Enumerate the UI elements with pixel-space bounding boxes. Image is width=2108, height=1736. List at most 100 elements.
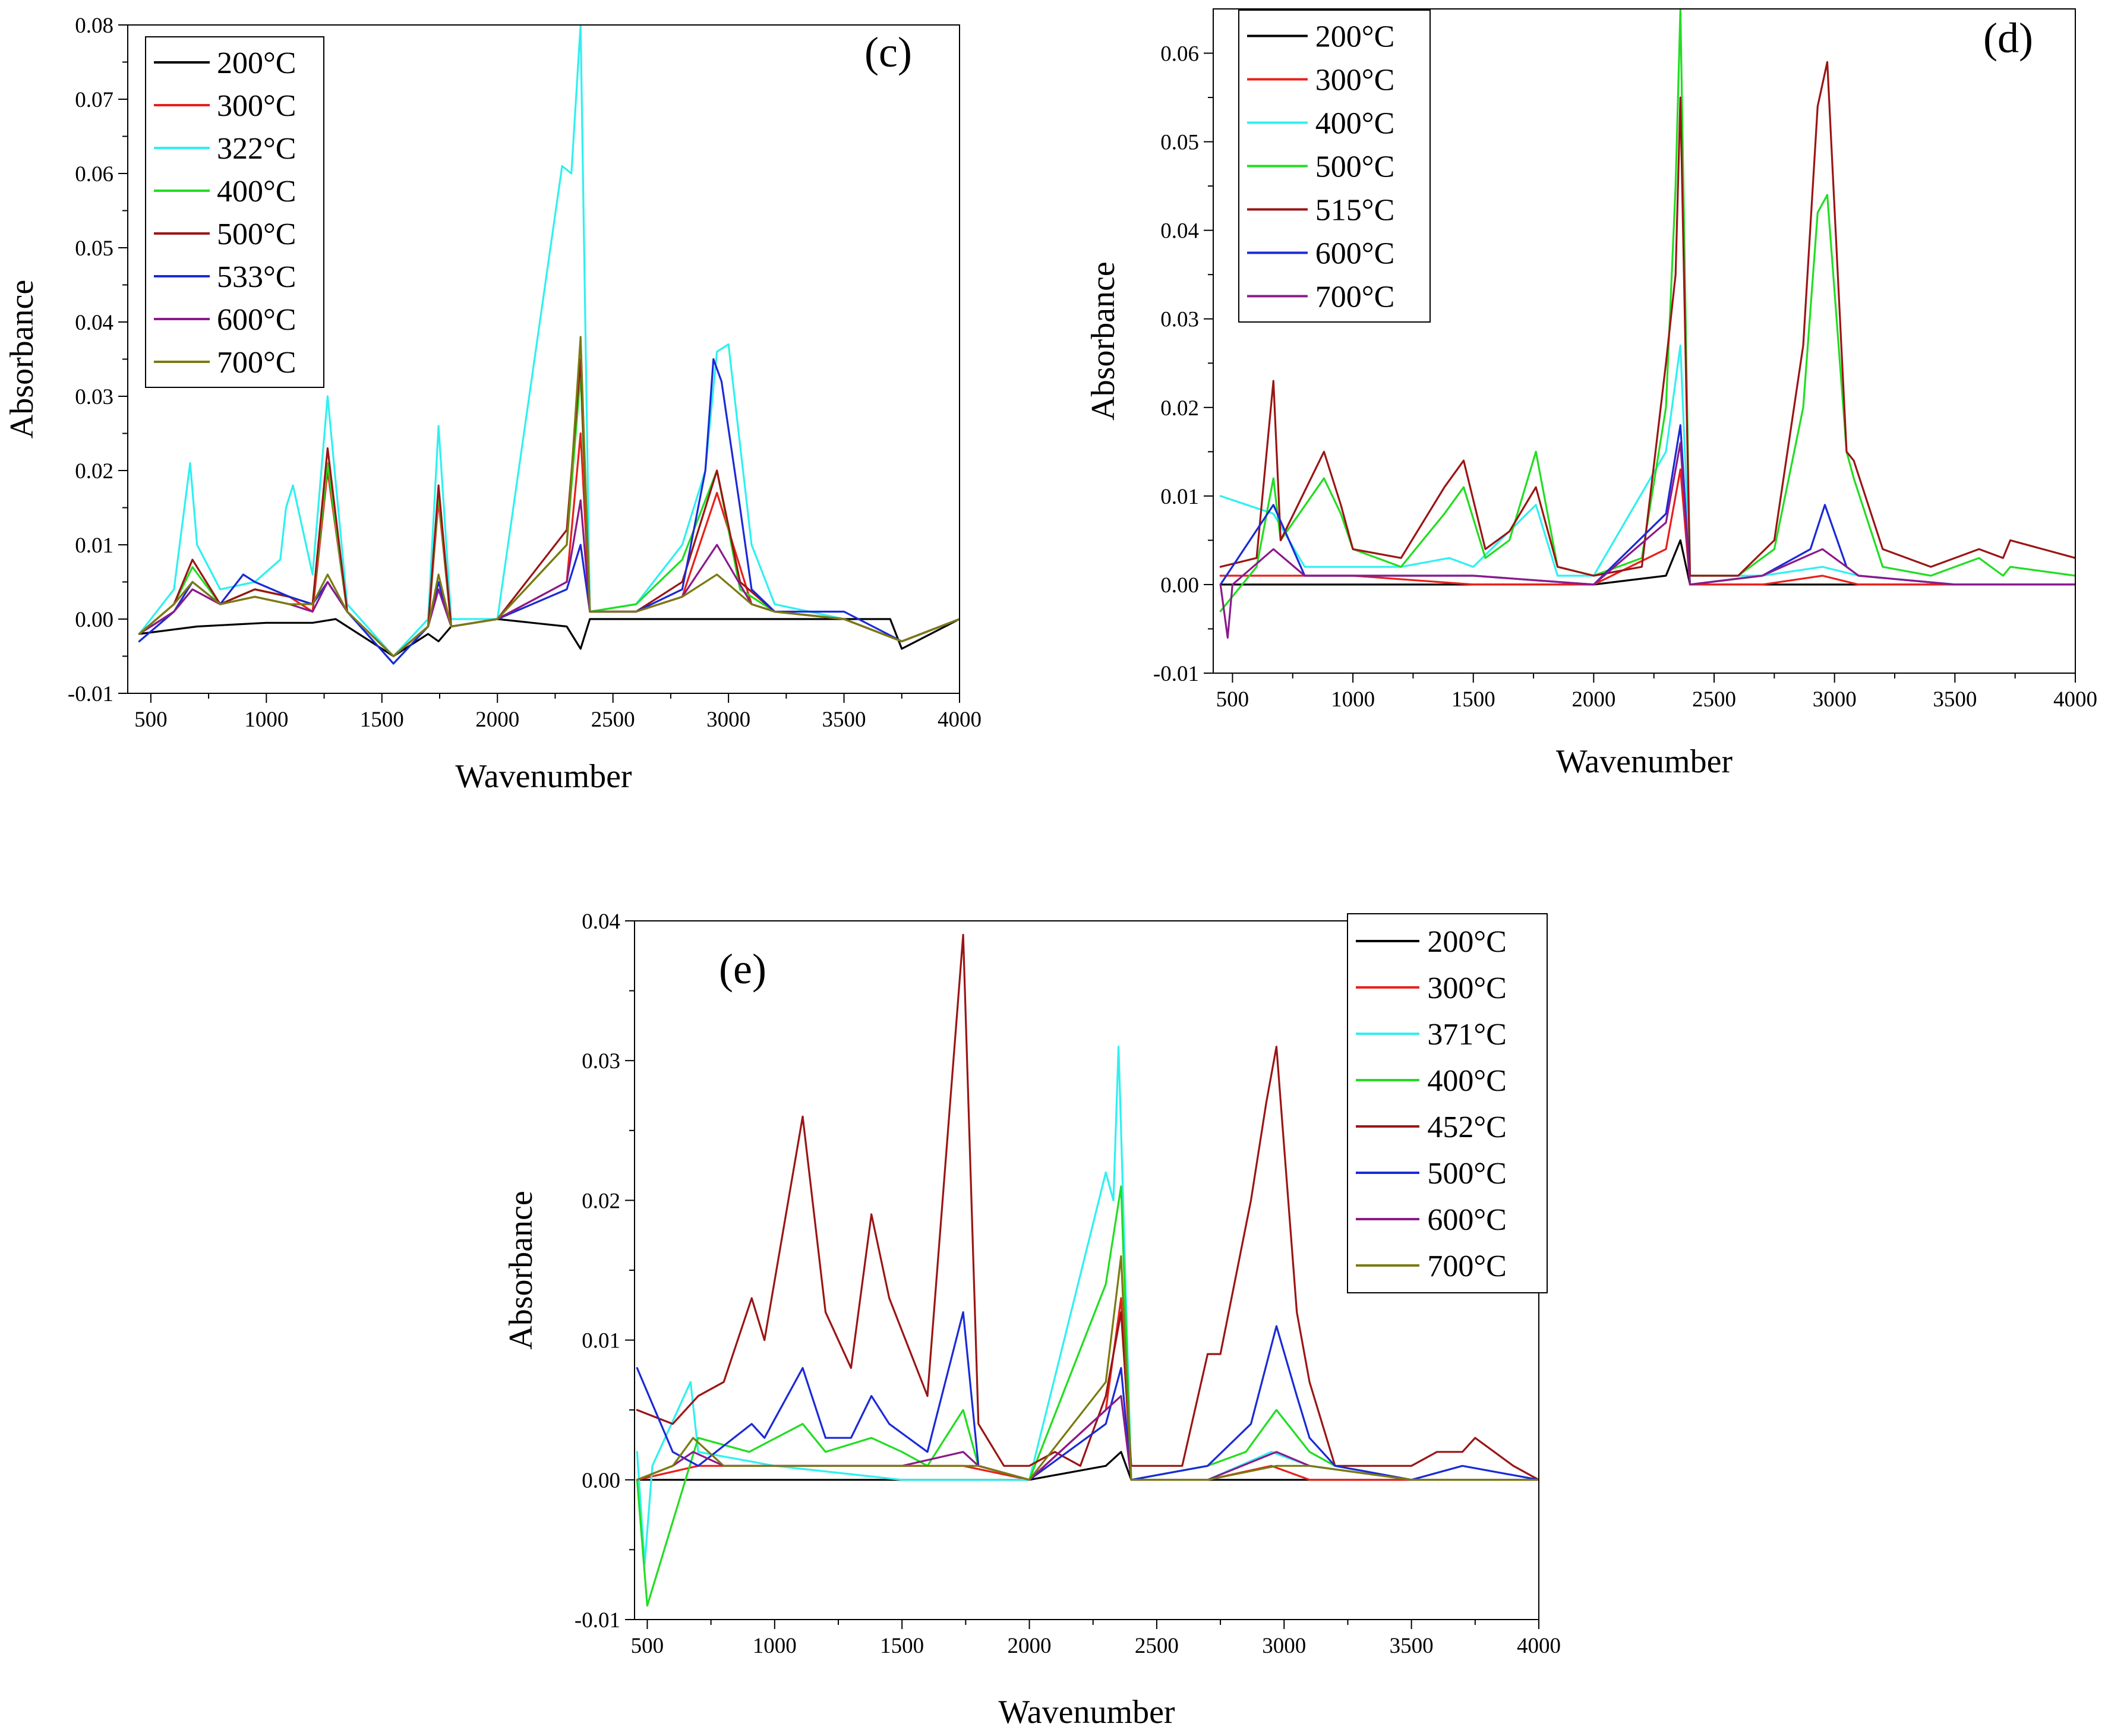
x-tick-label: 3000 bbox=[706, 708, 750, 732]
y-tick-label: 0.05 bbox=[1160, 131, 1199, 155]
legend-label: 515°C bbox=[1315, 194, 1394, 228]
x-axis-title: Wavenumber bbox=[455, 758, 632, 795]
x-tick-label: 1500 bbox=[880, 1634, 924, 1658]
series-line-200c bbox=[636, 1451, 1539, 1481]
y-tick-label: 0.03 bbox=[75, 385, 113, 409]
legend-box bbox=[1347, 913, 1548, 1293]
x-tick-label: 4000 bbox=[1517, 1634, 1561, 1658]
series-line-700c bbox=[636, 1255, 1539, 1481]
x-tick-label: 1000 bbox=[244, 708, 288, 732]
x-tick-label: 2500 bbox=[1692, 687, 1736, 712]
legend-label: 600°C bbox=[1315, 237, 1394, 271]
legend-label: 200°C bbox=[1315, 20, 1394, 54]
legend-label: 700°C bbox=[1315, 280, 1394, 314]
y-tick-label: 0.01 bbox=[75, 534, 113, 558]
series-layer bbox=[1219, 9, 2075, 639]
series-line-452c bbox=[636, 933, 1539, 1481]
x-tick-label: 500 bbox=[1216, 687, 1249, 712]
x-tick-label: 2000 bbox=[1571, 687, 1615, 712]
series-line-371c bbox=[636, 1046, 1539, 1565]
x-tick-label: 4000 bbox=[2053, 687, 2097, 712]
legend-label: 500°C bbox=[217, 217, 296, 251]
x-axis-title: Wavenumber bbox=[998, 1694, 1175, 1731]
legend-label: 400°C bbox=[217, 175, 296, 209]
legend: 200°C 300°C 371°C 400°C 452°C 500°C 600°C 700°C bbox=[1347, 913, 1548, 1293]
y-tick-label: 0.00 bbox=[582, 1469, 620, 1493]
x-tick-label: 2000 bbox=[1008, 1634, 1052, 1658]
plot-frame bbox=[127, 24, 960, 694]
y-tick-label: 0.04 bbox=[582, 910, 620, 934]
y-tick-label: 0.01 bbox=[582, 1329, 620, 1353]
y-tick-label: 0.02 bbox=[75, 459, 113, 484]
chart-panel-e: 500 1000 1500 2000 2500 3000 3500 4000 -0.01 0.00… bbox=[503, 910, 1561, 1731]
series-line-500c bbox=[1219, 9, 2075, 613]
y-tick-label: 0.00 bbox=[75, 608, 113, 632]
series-layer bbox=[138, 25, 960, 665]
chart-panel-d: 500 1000 1500 2000 2500 3000 3500 4000 -0.01 0.00… bbox=[1085, 8, 2097, 780]
legend-label: 300°C bbox=[217, 89, 296, 123]
series-line-700c bbox=[1219, 441, 2075, 639]
y-tick-label: 0.03 bbox=[1160, 308, 1199, 332]
axes-layer: 500 1000 1500 2000 2500 3000 3500 4000 -0.01 0.00… bbox=[1153, 42, 2097, 712]
legend: 200°C 300°C 400°C 500°C 515°C 600°C 700°C bbox=[1238, 10, 1431, 323]
series-line-400c bbox=[1219, 344, 2075, 586]
x-tick-label: 2000 bbox=[475, 708, 519, 732]
y-tick-label: -0.01 bbox=[575, 1608, 620, 1633]
legend-label: 700°C bbox=[217, 346, 296, 380]
panel-label: (c) bbox=[864, 29, 912, 76]
legend-label: 400°C bbox=[1315, 107, 1394, 141]
legend-box bbox=[145, 36, 324, 388]
y-tick-label: 0.08 bbox=[75, 14, 113, 38]
x-tick-label: 1000 bbox=[753, 1634, 797, 1658]
y-tick-label: 0.04 bbox=[1160, 219, 1199, 244]
x-tick-label: 500 bbox=[134, 708, 168, 732]
legend-label: 500°C bbox=[1427, 1157, 1506, 1191]
y-tick-label: 0.07 bbox=[75, 88, 113, 112]
panel-label: (d) bbox=[1983, 14, 2033, 62]
legend-label: 600°C bbox=[1427, 1203, 1506, 1237]
y-tick-label: 0.04 bbox=[75, 311, 113, 335]
y-tick-label: 0.02 bbox=[1160, 396, 1199, 421]
panel-label: (e) bbox=[719, 945, 766, 993]
x-tick-label: 3000 bbox=[1813, 687, 1857, 712]
legend: 200°C 300°C 322°C 400°C 500°C 533°C 600°C 700°C bbox=[145, 36, 324, 388]
legend-label: 400°C bbox=[1427, 1064, 1506, 1098]
axes-layer: 500 1000 1500 2000 2500 3000 3500 4000 -0.01 0.00… bbox=[575, 910, 1561, 1658]
y-axis-title: Absorbance bbox=[503, 1191, 539, 1349]
legend-label: 600°C bbox=[217, 303, 296, 337]
legend-label: 200°C bbox=[217, 46, 296, 80]
y-tick-label: 0.06 bbox=[75, 162, 113, 187]
x-tick-label: 500 bbox=[631, 1634, 664, 1658]
plot-frame bbox=[1213, 8, 2076, 674]
x-tick-label: 2500 bbox=[1135, 1634, 1179, 1658]
axes-layer: 500 1000 1500 2000 2500 3000 3500 4000 -0.01 0.00… bbox=[68, 14, 982, 732]
legend-label: 533°C bbox=[217, 260, 296, 294]
legend-label: 452°C bbox=[1427, 1110, 1506, 1144]
y-axis-title: Absorbance bbox=[4, 280, 40, 438]
y-tick-label: 0.02 bbox=[582, 1189, 620, 1213]
y-tick-label: 0.01 bbox=[1160, 485, 1199, 509]
x-tick-label: 3500 bbox=[822, 708, 866, 732]
legend-label: 500°C bbox=[1315, 150, 1394, 184]
x-tick-label: 3500 bbox=[1390, 1634, 1434, 1658]
legend-label: 300°C bbox=[1315, 64, 1394, 97]
series-layer bbox=[636, 933, 1539, 1607]
y-axis-title: Absorbance bbox=[1085, 261, 1122, 420]
series-line-515c bbox=[1219, 61, 2075, 577]
y-tick-label: 0.00 bbox=[1160, 573, 1199, 598]
series-line-700c bbox=[138, 336, 960, 658]
y-tick-label: 0.06 bbox=[1160, 42, 1199, 67]
x-tick-label: 4000 bbox=[938, 708, 982, 732]
legend-label: 371°C bbox=[1427, 1018, 1506, 1052]
legend-label: 322°C bbox=[217, 132, 296, 166]
y-tick-label: -0.01 bbox=[68, 682, 113, 706]
chart-panel-c: 500 1000 1500 2000 2500 3000 3500 4000 -0.01 0.00… bbox=[4, 14, 982, 795]
y-tick-label: -0.01 bbox=[1153, 662, 1199, 686]
y-tick-label: 0.03 bbox=[582, 1049, 620, 1074]
x-axis-title: Wavenumber bbox=[1556, 743, 1733, 780]
x-tick-label: 3000 bbox=[1262, 1634, 1306, 1658]
x-tick-label: 3500 bbox=[1933, 687, 1977, 712]
x-tick-label: 1500 bbox=[1451, 687, 1495, 712]
